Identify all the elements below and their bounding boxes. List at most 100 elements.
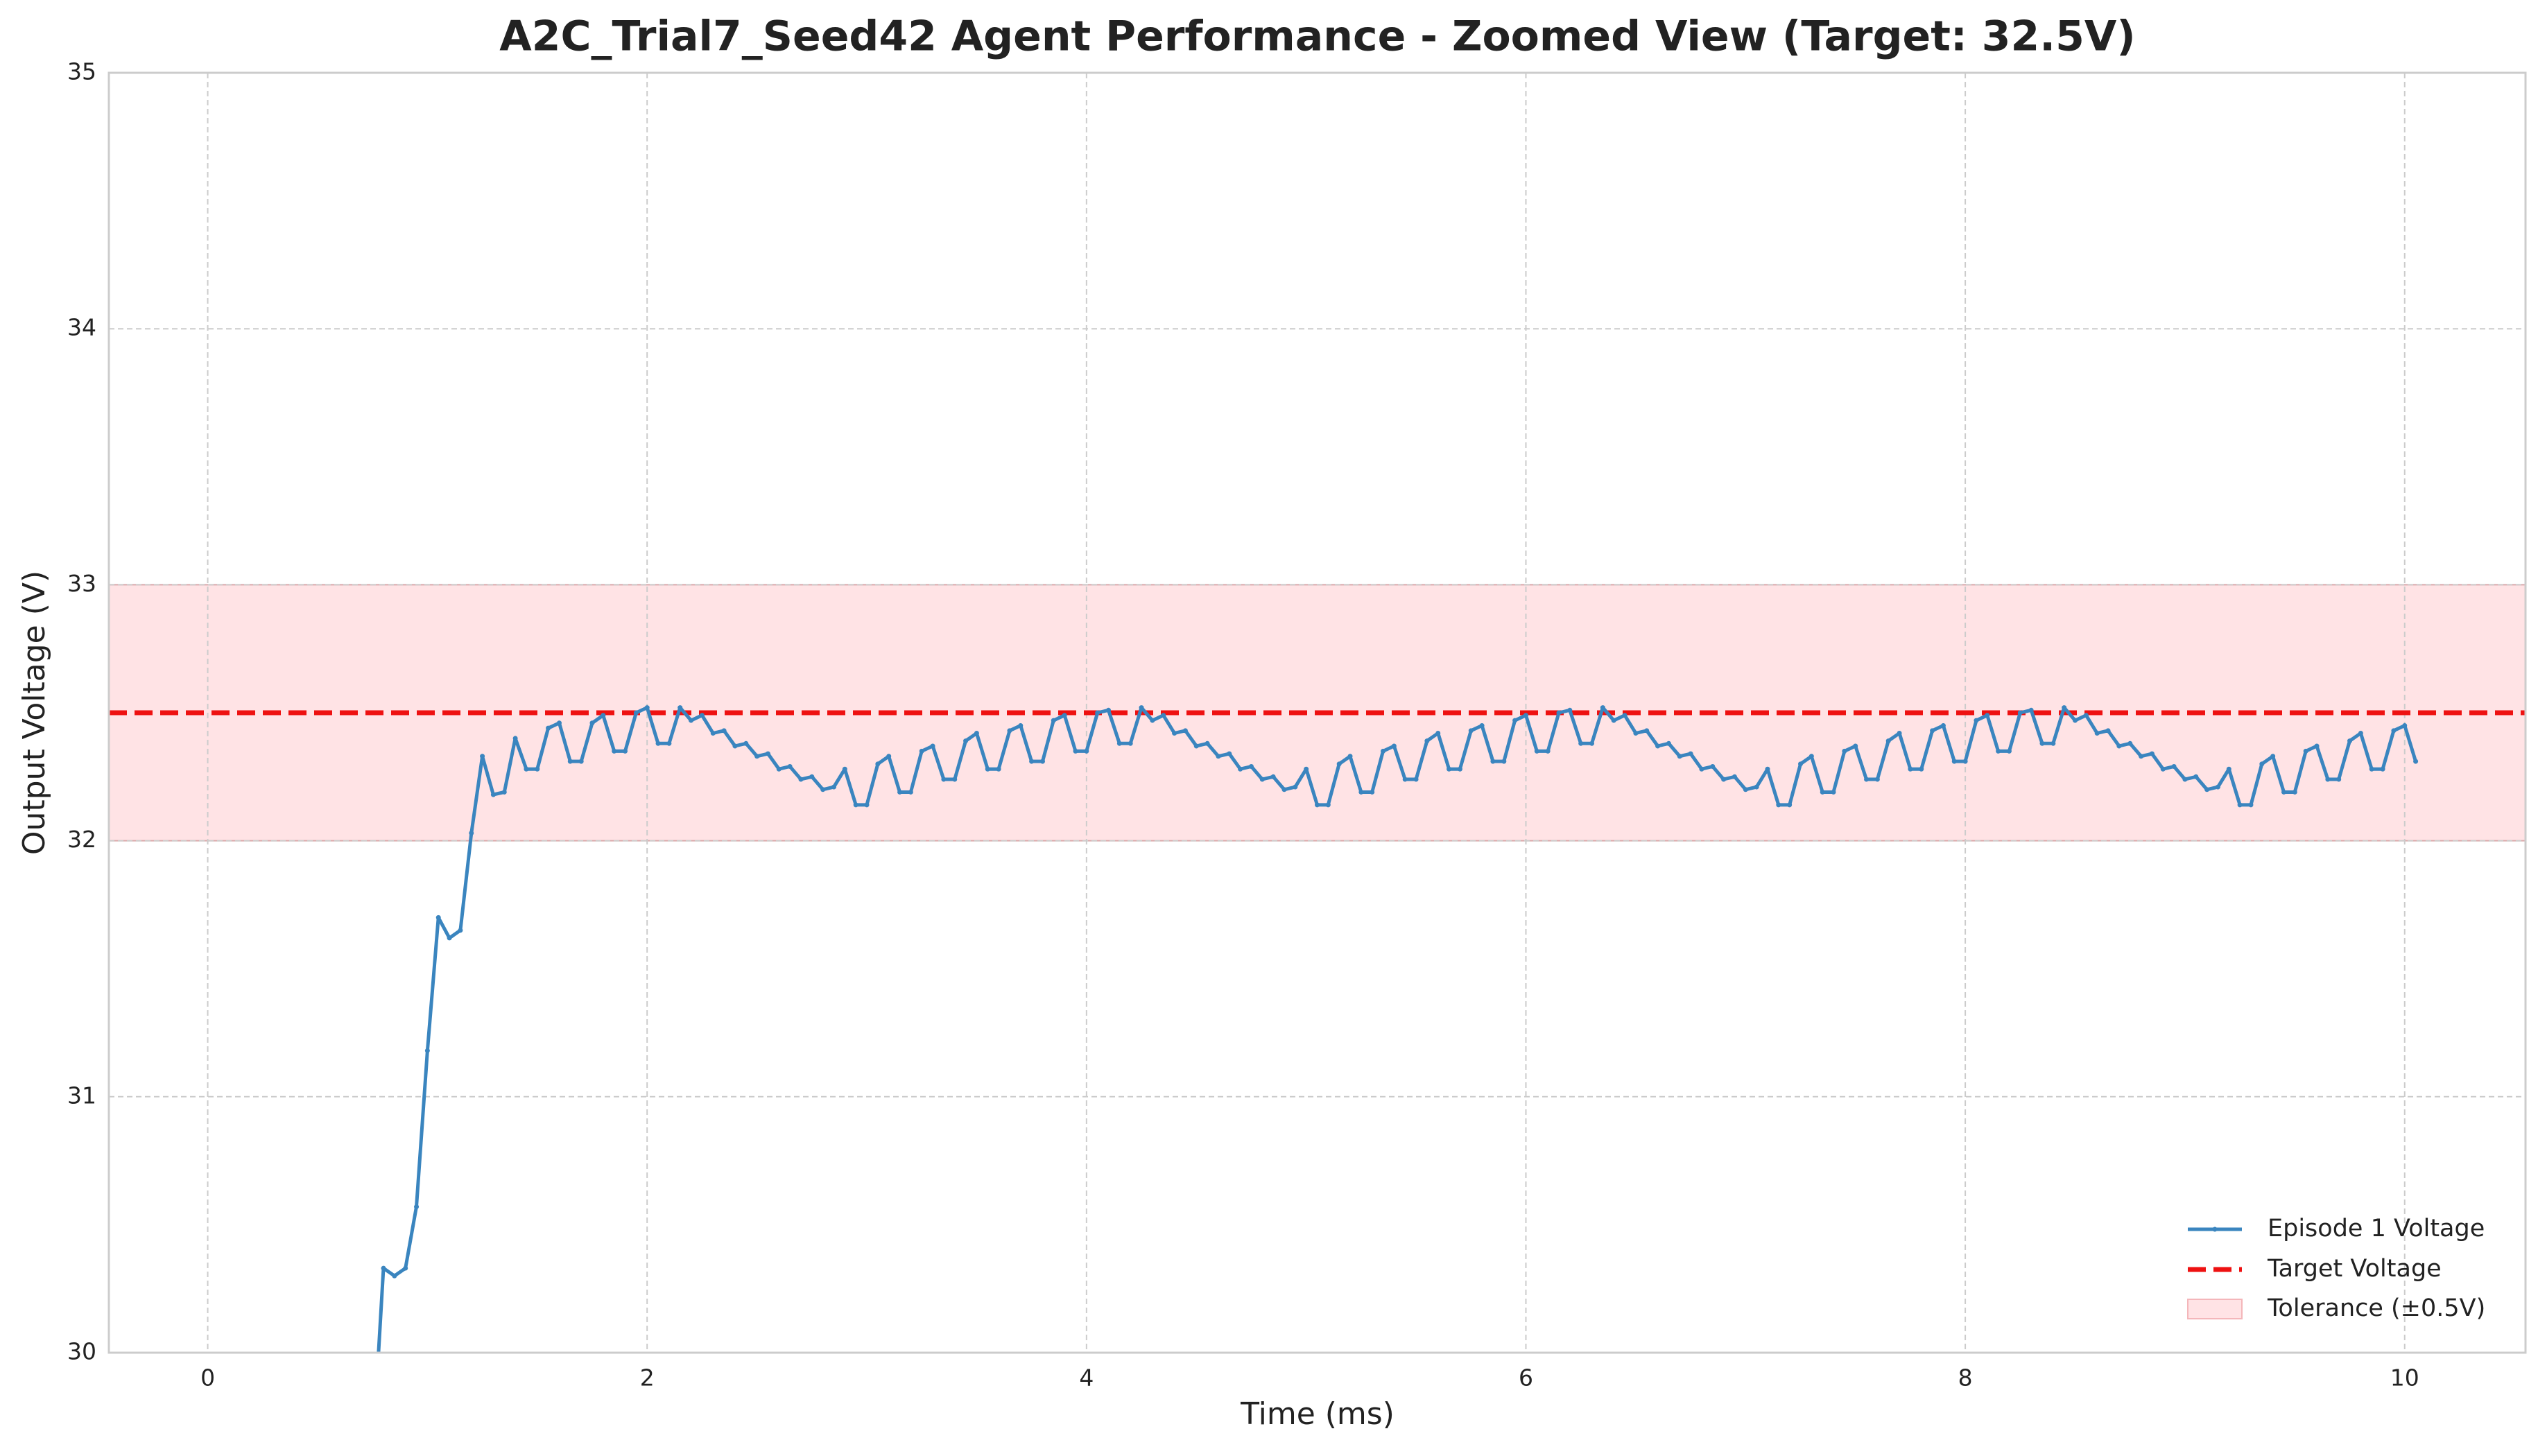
data-point [1435, 731, 1441, 736]
data-point [1336, 761, 1342, 767]
data-point [820, 787, 826, 792]
data-point [567, 759, 573, 764]
data-point [612, 748, 617, 754]
data-point [710, 731, 716, 736]
data-point [2402, 722, 2408, 728]
chart-title: A2C_Trial7_Seed42 Agent Performance - Zo… [499, 12, 2135, 61]
data-point [787, 764, 793, 770]
data-point [699, 713, 705, 718]
data-point [974, 731, 979, 736]
data-point [754, 754, 760, 759]
y-tick-label: 33 [67, 570, 96, 597]
data-point [2281, 789, 2286, 795]
data-point [1205, 740, 1210, 746]
data-point [2226, 766, 2231, 772]
legend-marker [2212, 1227, 2218, 1232]
data-point [1007, 728, 1012, 734]
data-point [490, 792, 496, 797]
data-point [2062, 705, 2067, 711]
data-point [1688, 751, 1693, 756]
data-point [1743, 787, 1748, 792]
data-point [644, 705, 650, 711]
data-point [2325, 777, 2331, 782]
data-point [666, 740, 672, 746]
data-point [897, 789, 903, 795]
data-point [2017, 710, 2023, 716]
data-point [1985, 713, 1990, 718]
data-point [1842, 748, 1847, 754]
data-point [1754, 784, 1759, 790]
data-point [1304, 766, 1309, 772]
data-point [2105, 728, 2111, 734]
data-point [1908, 766, 1913, 772]
data-point [1259, 777, 1265, 782]
data-point [1512, 718, 1518, 723]
data-point [2358, 731, 2363, 736]
data-point [1721, 777, 1727, 782]
data-point [2094, 731, 2100, 736]
data-point [392, 1273, 397, 1279]
data-point [1227, 751, 1232, 756]
data-point [1315, 802, 1320, 808]
plot-area [109, 705, 2526, 1353]
data-point [2204, 787, 2210, 792]
data-point [1402, 777, 1408, 782]
data-point [1951, 759, 1957, 764]
data-point [2127, 740, 2133, 746]
data-point [447, 935, 452, 941]
data-point [1182, 728, 1188, 734]
data-point [1501, 759, 1507, 764]
data-point [381, 1265, 386, 1271]
y-tick-label: 35 [67, 58, 96, 85]
data-point [1238, 766, 1243, 772]
data-point [2160, 766, 2166, 772]
data-point [1095, 710, 1100, 716]
data-point [1699, 766, 1704, 772]
data-point [996, 766, 1001, 772]
data-point [2237, 802, 2243, 808]
data-point [1116, 740, 1122, 746]
data-point [512, 736, 518, 741]
data-point [469, 831, 474, 836]
data-point [1798, 761, 1803, 767]
data-point [1347, 754, 1353, 759]
data-point [1139, 705, 1144, 711]
data-point [1413, 777, 1419, 782]
data-point [1039, 759, 1045, 764]
data-point [2039, 740, 2045, 746]
data-point [435, 915, 441, 920]
data-point [809, 774, 815, 779]
data-point [776, 766, 782, 772]
data-point [1270, 774, 1276, 779]
data-point [985, 766, 990, 772]
data-point [1732, 774, 1737, 779]
data-point [1193, 743, 1199, 749]
data-point [875, 761, 881, 767]
data-point [424, 1048, 430, 1053]
data-point [2083, 713, 2089, 718]
data-point [1479, 722, 1485, 728]
legend-label: Episode 1 Voltage [2268, 1215, 2485, 1242]
data-point [2369, 766, 2374, 772]
data-point [1534, 748, 1539, 754]
data-point [2028, 707, 2034, 713]
data-point [1885, 738, 1891, 744]
data-point [1381, 748, 1386, 754]
data-point [1281, 787, 1287, 792]
data-point [952, 777, 958, 782]
data-point [501, 789, 507, 795]
data-point [930, 743, 935, 749]
data-point [1172, 731, 1177, 736]
data-point [1150, 718, 1155, 723]
data-point [919, 748, 924, 754]
data-point [721, 728, 727, 734]
legend-swatch [2187, 1299, 2243, 1319]
data-point [1996, 748, 2001, 754]
data-point [1853, 743, 1858, 749]
y-tick-label: 32 [67, 826, 96, 853]
data-point [1962, 759, 1968, 764]
data-point [1029, 759, 1035, 764]
data-point [886, 754, 892, 759]
data-point [1391, 743, 1397, 749]
data-point [403, 1265, 408, 1271]
